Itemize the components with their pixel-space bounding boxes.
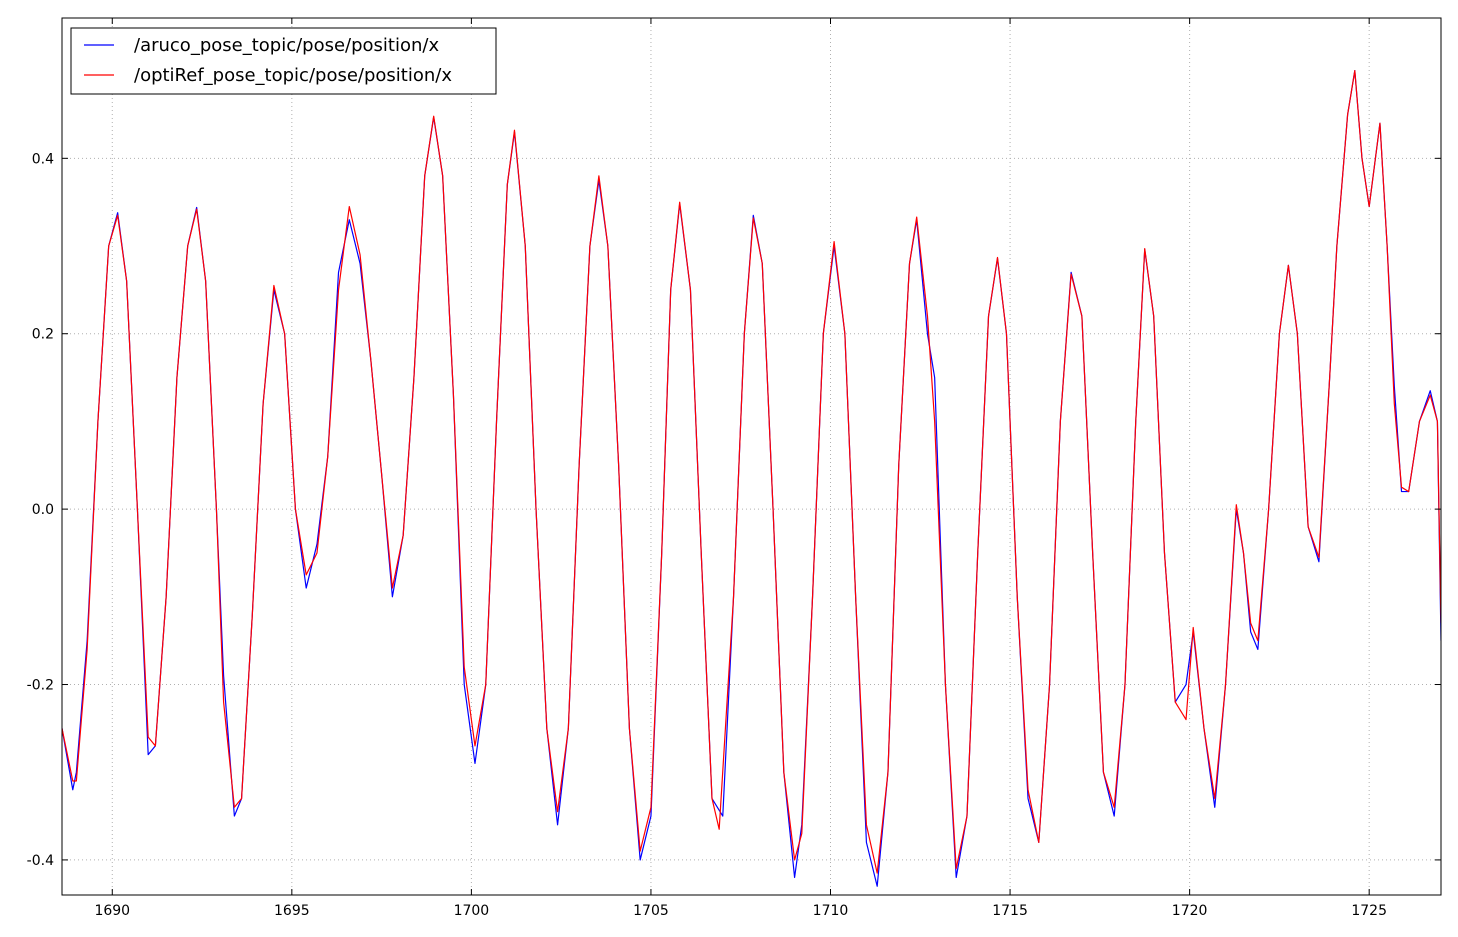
x-tick-label: 1695 bbox=[274, 903, 310, 919]
series-lines bbox=[62, 70, 1441, 887]
y-tick-label: 0.4 bbox=[32, 151, 54, 167]
y-tick-label: 0.0 bbox=[32, 502, 54, 518]
series-line-1 bbox=[62, 70, 1441, 874]
y-tick-label: -0.4 bbox=[27, 853, 54, 869]
x-tick-label: 1725 bbox=[1351, 903, 1387, 919]
legend: /aruco_pose_topic/pose/position/x /optiR… bbox=[70, 27, 497, 95]
legend-entry-optiref: /optiRef_pose_topic/pose/position/x bbox=[134, 65, 452, 86]
y-tick-label: -0.2 bbox=[27, 678, 54, 694]
axis-ticks: 1690 1695 1700 1705 1710 1715 1720 1725 -0.4 -0.2… bbox=[27, 18, 1441, 919]
plot-frame bbox=[61, 17, 1442, 896]
x-tick-label: 1720 bbox=[1172, 903, 1208, 919]
x-tick-label: 1700 bbox=[454, 903, 490, 919]
x-tick-label: 1710 bbox=[813, 903, 849, 919]
legend-box bbox=[70, 27, 497, 95]
x-tick-label: 1715 bbox=[992, 903, 1028, 919]
x-tick-label: 1705 bbox=[633, 903, 669, 919]
legend-entry-aruco: /aruco_pose_topic/pose/position/x bbox=[134, 35, 439, 56]
x-tick-label: 1690 bbox=[94, 903, 130, 919]
y-tick-label: 0.2 bbox=[32, 327, 54, 343]
